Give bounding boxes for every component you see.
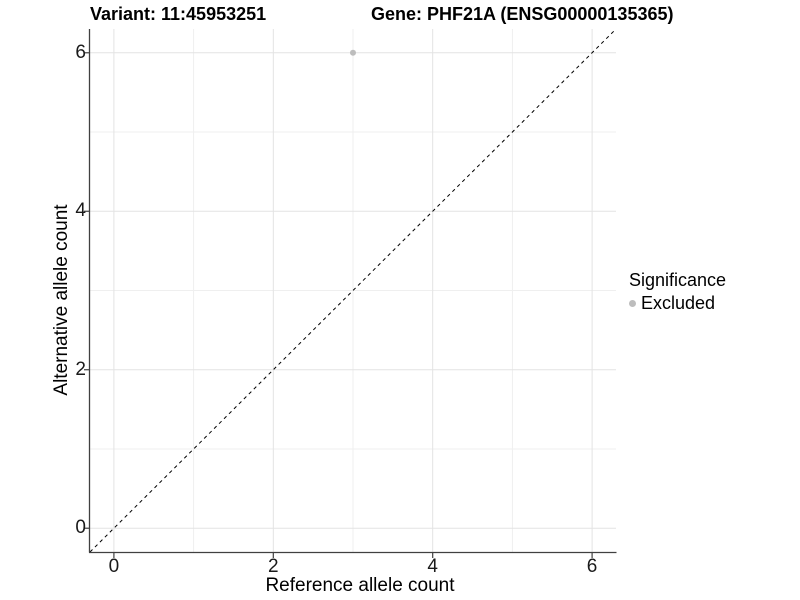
identity-dashed-line [89,28,617,553]
x-tick-label: 2 [268,556,279,577]
data-point [350,49,356,56]
excluded-point-icon [629,300,636,307]
y-tick-label: 2 [75,358,86,380]
x-axis-title: Reference allele count [265,575,455,596]
y-tick-label: 6 [75,41,86,63]
gene-title: Gene: PHF21A (ENSG00000135365) [371,4,674,24]
y-tick-label: 4 [75,200,86,222]
x-tick-label: 6 [586,556,598,577]
legend: Significance Excluded [629,270,726,314]
y-tick-label: 0 [75,517,86,539]
x-tick-label: 0 [108,556,120,577]
x-tick-label: 4 [427,556,438,577]
legend-item-label: Excluded [641,293,716,313]
legend-title: Significance [629,270,727,290]
y-axis-title: Alternative allele count [51,204,72,396]
legend-item-excluded: Excluded [629,293,726,314]
variant-title: Variant: 11:45953251 [90,4,267,24]
